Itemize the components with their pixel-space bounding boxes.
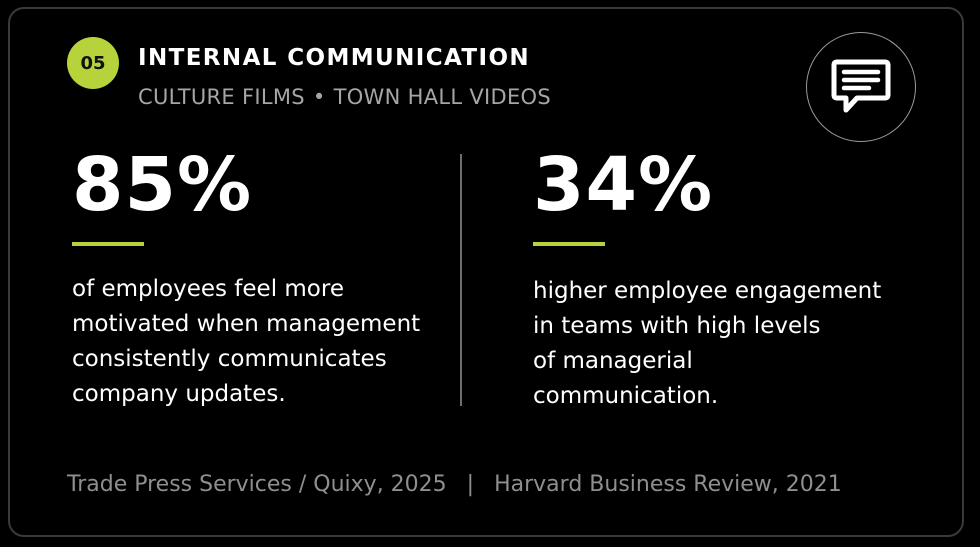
accent-rule (533, 242, 605, 246)
subtitle-item-town-hall-videos: TOWN HALL VIDEOS (333, 85, 551, 109)
section-subtitle: CULTURE FILMS • TOWN HALL VIDEOS (138, 85, 551, 109)
stat-description-line: communication. (533, 383, 719, 409)
sources-footer: Trade Press Services / Quixy, 2025 | Harva… (67, 472, 842, 497)
stat-description-line: higher employee engagement (533, 278, 882, 304)
stat-description: of employees feel more motivated when ma… (72, 272, 452, 412)
section-title: INTERNAL COMMUNICATION (138, 45, 531, 71)
stat-description-line: of employees feel more (72, 276, 344, 302)
stat-description-line: consistently communicates (72, 346, 387, 372)
stat-description-line: company updates. (72, 381, 286, 407)
vertical-divider (460, 154, 462, 406)
source-left: Trade Press Services / Quixy, 2025 (67, 472, 447, 497)
section-number-badge: 05 (67, 37, 119, 89)
accent-rule (72, 242, 144, 246)
stat-description-line: of managerial (533, 348, 693, 374)
chat-icon-circle (806, 32, 916, 142)
stat-value: 85% (72, 142, 253, 228)
chat-bubble-icon (831, 59, 891, 113)
stat-block-right: 34% higher employee engagement in teams … (533, 140, 913, 414)
source-right: Harvard Business Review, 2021 (494, 472, 842, 497)
subtitle-separator: • (312, 85, 326, 109)
stat-description-line: in teams with high levels (533, 313, 821, 339)
stat-value: 34% (533, 142, 714, 228)
stat-card (8, 7, 964, 537)
subtitle-item-culture-films: CULTURE FILMS (138, 85, 305, 109)
stat-description: higher employee engagement in teams with… (533, 274, 913, 414)
stat-block-left: 85% of employees feel more motivated whe… (72, 140, 452, 412)
source-separator: | (466, 472, 475, 497)
stat-description-line: motivated when management (72, 311, 421, 337)
